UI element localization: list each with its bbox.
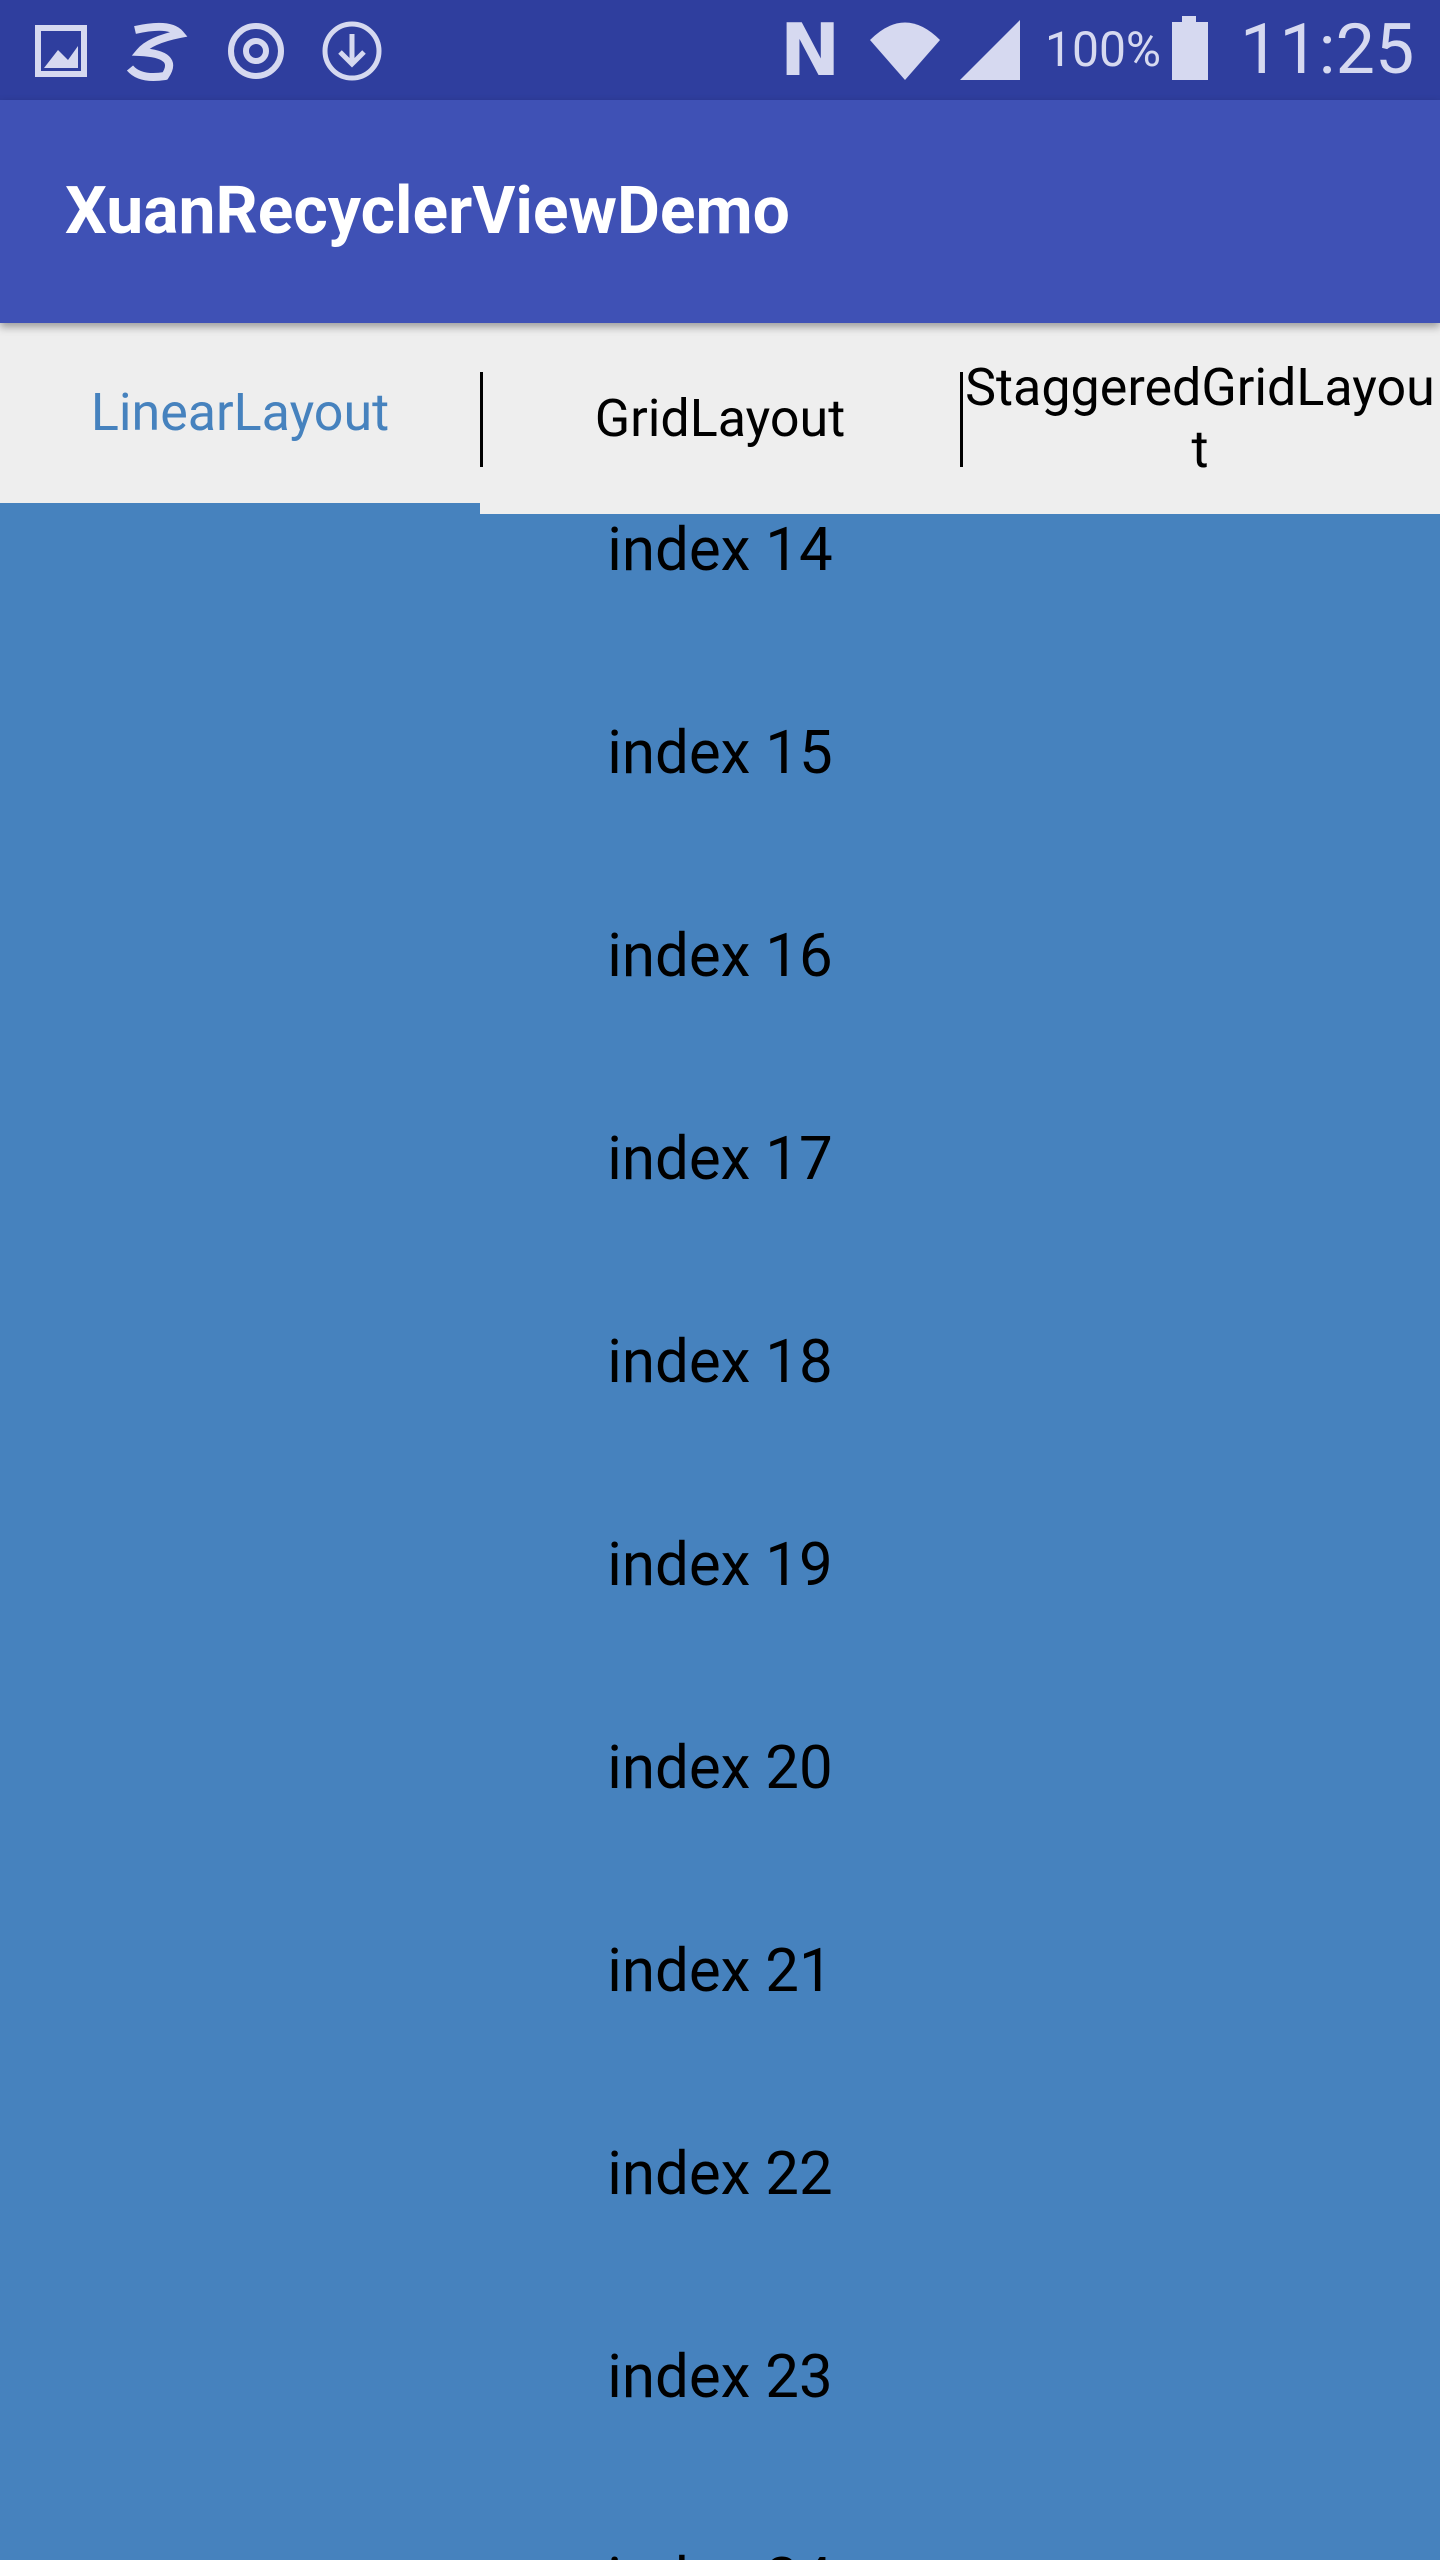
tab-divider <box>480 372 483 467</box>
list-item[interactable]: index 14 <box>607 514 833 585</box>
list-item[interactable]: index 19 <box>607 1529 833 1600</box>
status-bar: N 100% 11:25 <box>0 0 1440 100</box>
list-item[interactable]: index 16 <box>607 920 833 991</box>
list-item[interactable]: index 23 <box>607 2341 833 2412</box>
system-icons: N <box>780 8 1020 92</box>
battery-icon <box>1172 16 1208 80</box>
list-item[interactable]: index 15 <box>607 717 833 788</box>
app-title: XuanRecyclerViewDemo <box>65 173 790 250</box>
list-item[interactable]: index 18 <box>607 1326 833 1397</box>
recycler-list: index 14 index 15 index 16 index 17 index 18… <box>0 514 1440 2560</box>
list-item[interactable]: index 20 <box>607 1732 833 1803</box>
list-item[interactable]: index 22 <box>607 2138 833 2209</box>
tab[interactable]: StaggeredGridLayout <box>960 323 1440 514</box>
notification-icons <box>35 21 382 81</box>
battery-level: 100% <box>1045 21 1162 78</box>
tab[interactable]: LinearLayout <box>0 323 480 503</box>
app-bar: XuanRecyclerViewDemo <box>0 100 1440 323</box>
tab-bar: LinearLayout GridLayout StaggeredGridLayou… <box>0 323 1440 514</box>
tab-divider <box>960 372 963 467</box>
svg-text:N: N <box>780 8 840 92</box>
list-item[interactable]: index 24 <box>0 2530 1440 2560</box>
tab[interactable]: GridLayout <box>480 323 960 514</box>
list-item[interactable]: index 21 <box>607 1935 833 2006</box>
clock: 11:25 <box>1240 9 1415 91</box>
list-item[interactable]: index 17 <box>607 1123 833 1194</box>
